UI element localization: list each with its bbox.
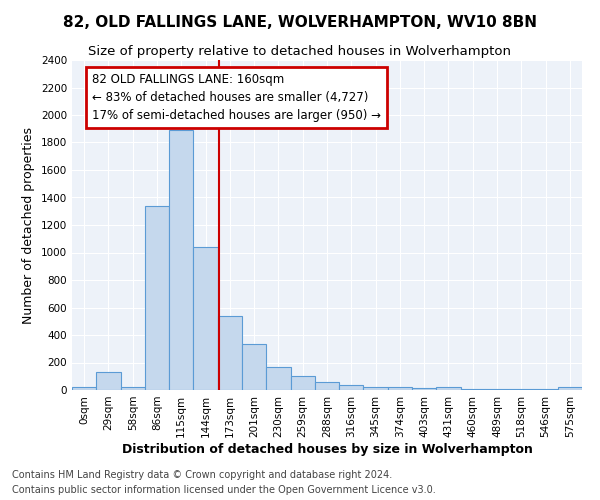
Bar — [242, 344, 266, 390]
Bar — [388, 387, 412, 390]
Bar — [339, 385, 364, 390]
Text: Contains HM Land Registry data © Crown copyright and database right 2024.: Contains HM Land Registry data © Crown c… — [12, 470, 392, 480]
Text: 82 OLD FALLINGS LANE: 160sqm
← 83% of detached houses are smaller (4,727)
17% of: 82 OLD FALLINGS LANE: 160sqm ← 83% of de… — [92, 73, 382, 122]
Bar — [145, 206, 169, 390]
Bar — [315, 382, 339, 390]
Bar — [290, 376, 315, 390]
Bar — [121, 387, 145, 390]
Bar — [193, 247, 218, 390]
Text: Contains public sector information licensed under the Open Government Licence v3: Contains public sector information licen… — [12, 485, 436, 495]
Bar — [436, 387, 461, 390]
Bar — [266, 368, 290, 390]
Bar — [169, 130, 193, 390]
Bar — [558, 387, 582, 390]
Y-axis label: Number of detached properties: Number of detached properties — [22, 126, 35, 324]
Bar — [96, 372, 121, 390]
Bar — [218, 316, 242, 390]
Text: Size of property relative to detached houses in Wolverhampton: Size of property relative to detached ho… — [89, 45, 511, 58]
Bar — [364, 386, 388, 390]
X-axis label: Distribution of detached houses by size in Wolverhampton: Distribution of detached houses by size … — [122, 442, 532, 456]
Bar — [412, 388, 436, 390]
Bar — [72, 387, 96, 390]
Text: 82, OLD FALLINGS LANE, WOLVERHAMPTON, WV10 8BN: 82, OLD FALLINGS LANE, WOLVERHAMPTON, WV… — [63, 15, 537, 30]
